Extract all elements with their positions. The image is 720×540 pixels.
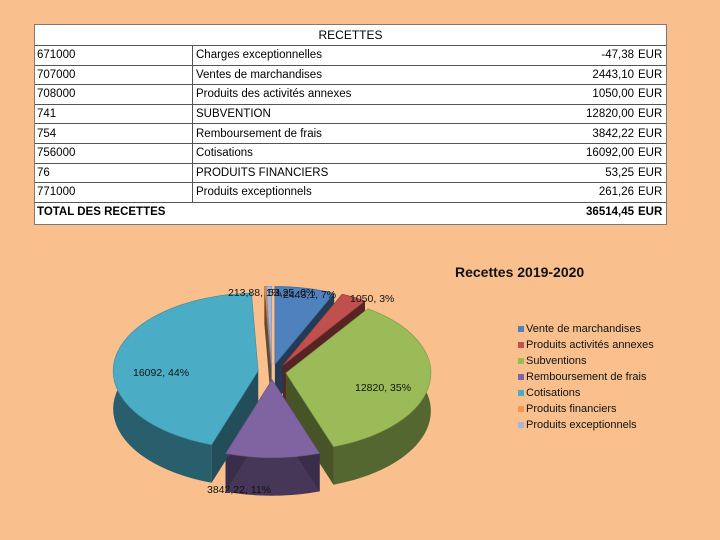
pie-data-label: 53,25, 0%: [268, 287, 315, 299]
account-label: Produits exceptionnels: [192, 182, 491, 203]
legend-swatch: [518, 390, 524, 397]
table-row: 741 SUBVENTION 12820,00 EUR: [35, 104, 666, 125]
table-row: 756000 Cotisations 16092,00 EUR: [35, 143, 666, 164]
table-row: 671000 Charges exceptionnelles -47,38 EUR: [35, 46, 666, 66]
legend-item: Produits exceptionnels: [518, 417, 654, 433]
pie-slice-side: [225, 453, 320, 496]
total-row: TOTAL DES RECETTES 36514,45 EUR: [35, 202, 666, 222]
account-label: Cotisations: [192, 143, 491, 164]
amount-value: 53,25: [491, 163, 638, 184]
currency-label: EUR: [638, 143, 666, 164]
table-title: RECETTES: [35, 25, 666, 46]
pie-slice: [225, 379, 321, 458]
amount-value: 261,26: [491, 182, 638, 203]
pie-slice: [282, 293, 366, 366]
legend-label: Cotisations: [526, 387, 581, 399]
legend-label: Produits exceptionnels: [526, 419, 637, 431]
currency-label: EUR: [638, 123, 666, 144]
legend-label: Vente de marchandises: [526, 323, 641, 335]
legend-label: Produits financiers: [526, 403, 617, 415]
currency-label: EUR: [638, 46, 666, 66]
pie-data-label: 213,88, 1%: [228, 287, 281, 299]
legend-item: Vente de marchandises: [518, 321, 654, 337]
pie-slice: [265, 286, 272, 365]
account-label: Charges exceptionnelles: [192, 46, 491, 66]
total-currency: EUR: [638, 206, 663, 219]
pie-slice: [285, 308, 432, 448]
account-code: 708000: [35, 84, 193, 105]
pie-data-label: 16092, 44%: [133, 367, 189, 379]
table-row: 754 Remboursement de frais 3842,22 EUR: [35, 123, 666, 144]
currency-label: EUR: [638, 84, 666, 105]
legend-item: Produits activités annexes: [518, 337, 654, 353]
amount-value: 12820,00: [491, 104, 638, 125]
pie-data-label: 12820, 35%: [355, 382, 411, 394]
total-label: TOTAL DES RECETTES: [37, 206, 166, 219]
legend-item: Produits financiers: [518, 401, 654, 417]
pie-slice: [274, 286, 335, 366]
account-code: 671000: [35, 46, 193, 66]
legend-label: Produits activités annexes: [526, 339, 654, 351]
account-code: 754: [35, 123, 193, 144]
legend-label: Subventions: [526, 355, 587, 367]
account-label: Remboursement de frais: [192, 123, 491, 144]
recettes-table: RECETTES 671000 Charges exceptionnelles -4…: [34, 24, 667, 225]
legend-swatch: [518, 342, 524, 349]
account-code: 707000: [35, 65, 193, 86]
pie-slice: [264, 286, 272, 365]
account-label: PRODUITS FINANCIERS: [192, 163, 491, 184]
currency-label: EUR: [638, 163, 666, 184]
pie-slice-edge: [211, 370, 259, 483]
table-row: 708000 Produits des activités annexes 1050…: [35, 84, 666, 105]
table-row: 707000 Ventes de marchandises 2443,10 EUR: [35, 65, 666, 86]
recettes-grid: 671000 Charges exceptionnelles -47,38 EUR 70…: [35, 46, 666, 222]
pie-slice: [112, 292, 259, 446]
chart-title: Recettes 2019-2020: [455, 264, 585, 280]
account-label: Ventes de marchandises: [192, 65, 491, 86]
pie-data-label: 3842,22, 11%: [207, 484, 271, 496]
amount-value: 16092,00: [491, 143, 638, 164]
legend-swatch: [518, 326, 524, 333]
legend-swatch: [518, 406, 524, 413]
table-row: 76 PRODUITS FINANCIERS 53,25 EUR: [35, 163, 666, 184]
amount-value: -47,38: [491, 46, 638, 66]
legend-swatch: [518, 422, 524, 429]
legend-swatch: [518, 358, 524, 365]
account-label: SUBVENTION: [192, 104, 491, 125]
pie-slice-edge: [285, 373, 334, 485]
chart-legend: Vente de marchandises Produits activités …: [518, 321, 654, 433]
legend-item: Subventions: [518, 353, 654, 369]
currency-label: EUR: [638, 182, 666, 203]
account-code: 76: [35, 163, 193, 184]
amount-value: 2443,10: [491, 65, 638, 86]
amount-value: 3842,22: [491, 123, 638, 144]
legend-item: Cotisations: [518, 385, 654, 401]
account-label: Produits des activités annexes: [192, 84, 491, 105]
currency-label: EUR: [638, 65, 666, 86]
total-amount: 36514,45: [586, 206, 634, 219]
legend-label: Remboursement de frais: [526, 371, 647, 383]
account-code: 756000: [35, 143, 193, 164]
amount-value: 1050,00: [491, 84, 638, 105]
account-code: 741: [35, 104, 193, 125]
currency-label: EUR: [638, 104, 666, 125]
pie-data-label: 2443,1, 7%: [283, 289, 336, 301]
legend-swatch: [518, 374, 524, 381]
pie-data-label: 1050, 3%: [350, 293, 394, 305]
table-row: 771000 Produits exceptionnels 261,26 EUR: [35, 182, 666, 203]
account-code: 771000: [35, 182, 193, 203]
legend-item: Remboursement de frais: [518, 369, 654, 385]
